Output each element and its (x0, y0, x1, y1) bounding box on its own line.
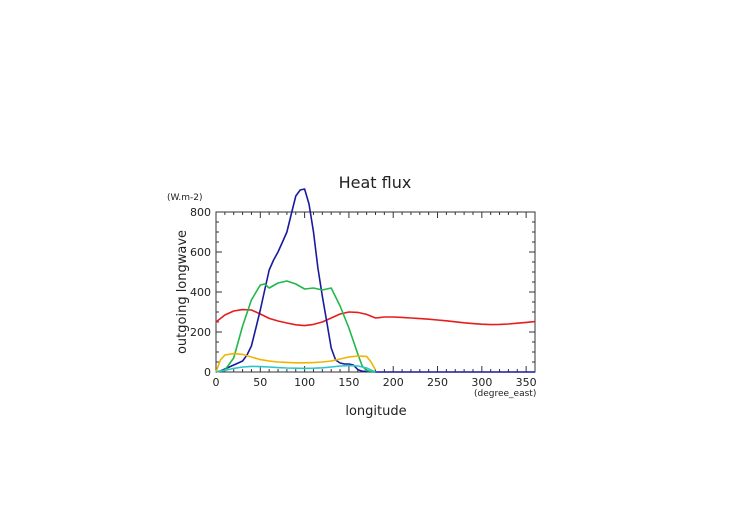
x-tick-label: 0 (213, 376, 220, 389)
x-axis-label: longitude (345, 404, 406, 419)
series-line (215, 308, 536, 327)
y-tick-label: 800 (190, 206, 211, 219)
series-line (215, 188, 535, 373)
chart-title: Heat flux (339, 173, 412, 192)
x-tick-label: 50 (253, 376, 267, 389)
x-tick-label: 300 (471, 376, 492, 389)
axis-ticks: 0 50 100 150 200 250 300 350 0 200 400 600 800 (190, 206, 537, 389)
x-tick-label: 200 (383, 376, 404, 389)
y-tick-label: 400 (190, 286, 211, 299)
y-tick-label: 200 (190, 326, 211, 339)
series-line (215, 364, 376, 373)
y-tick-label: 600 (190, 246, 211, 259)
x-tick-label: 350 (516, 376, 537, 389)
x-tick-label: 150 (338, 376, 359, 389)
x-tick-label: 250 (427, 376, 448, 389)
y-axis-label: outgoing longwave (175, 230, 190, 354)
series-layer (215, 188, 536, 373)
series-line (215, 280, 376, 373)
y-unit-label: (W.m-2) (167, 193, 203, 203)
x-unit-label: (degree_east) (474, 389, 536, 399)
series-line (215, 352, 377, 373)
y-tick-label: 0 (204, 366, 211, 379)
x-tick-label: 100 (294, 376, 315, 389)
